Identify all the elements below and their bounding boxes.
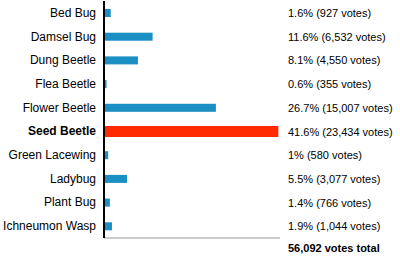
html-text:56,092 votes total: 56,092 votes total <box>288 242 380 254</box>
svg-text:Flea Beetle: Flea Beetle <box>35 77 96 91</box>
svg-text:1% (580 votes): 1% (580 votes) <box>288 149 362 161</box>
svg-text:41.6% (23,434 votes): 41.6% (23,434 votes) <box>288 126 392 138</box>
svg-text:26.7% (15,007 votes): 26.7% (15,007 votes) <box>288 102 392 114</box>
svg-text:Ladybug: Ladybug <box>50 172 96 186</box>
svg-text:8.1% (4,550 votes): 8.1% (4,550 votes) <box>288 54 380 66</box>
svg-text:Damsel Bug: Damsel Bug <box>31 30 96 44</box>
svg-text:Plant Bug: Plant Bug <box>44 195 96 209</box>
svg-text:Flower Beetle: Flower Beetle <box>23 101 97 115</box>
svg-text:Seed Beetle: Seed Beetle <box>28 124 96 138</box>
svg-text:Bed Bug: Bed Bug <box>50 6 96 20</box>
svg-text:1.9% (1,044 votes): 1.9% (1,044 votes) <box>288 220 380 232</box>
svg-text:5.5% (3,077 votes): 5.5% (3,077 votes) <box>288 173 380 185</box>
svg-text:1.4% (766 votes): 1.4% (766 votes) <box>288 197 371 209</box>
svg-text:Green Lacewing: Green Lacewing <box>9 148 96 162</box>
svg-text:0.6% (355 votes): 0.6% (355 votes) <box>288 78 371 90</box>
svg-text:1.6% (927 votes): 1.6% (927 votes) <box>288 7 371 19</box>
svg-text:11.6% (6,532 votes): 11.6% (6,532 votes) <box>288 31 386 43</box>
svg-text:Ichneumon Wasp: Ichneumon Wasp <box>8 219 96 233</box>
svg-text:Dung Beetle: Dung Beetle <box>30 53 96 67</box>
